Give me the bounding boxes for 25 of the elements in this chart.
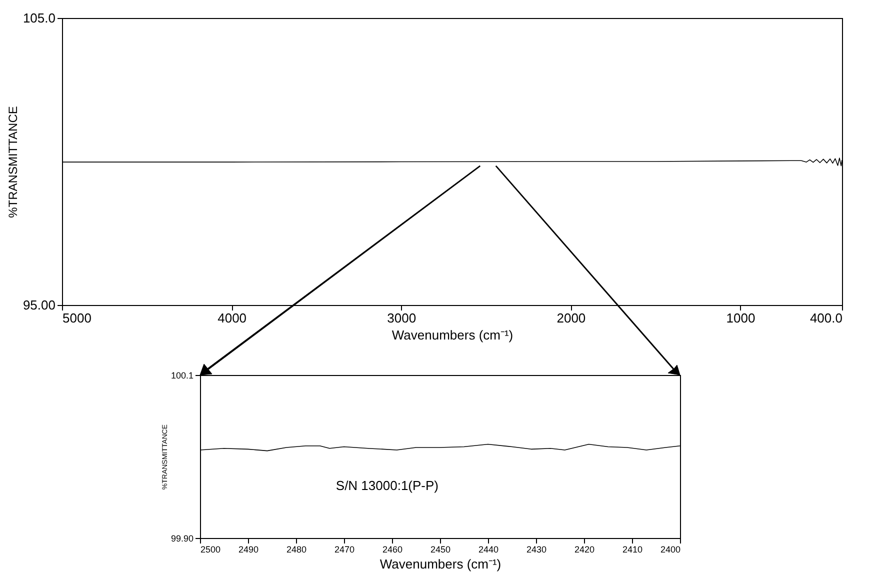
x-tick-label: 5000 [62, 310, 92, 326]
x-tick-label: 400.0 [810, 310, 842, 326]
x-tick-label: 2000 [556, 310, 586, 326]
y-tick-label: 105.0 [22, 10, 56, 26]
x-tick-label: 2480 [286, 544, 307, 554]
x-tick-label: 2490 [238, 544, 259, 554]
x-tick-label: 2420 [574, 544, 595, 554]
x-tick-label: 2410 [622, 544, 643, 554]
x-axis-title: Wavenumbers (cm⁻¹) [380, 556, 502, 572]
x-axis-title: Wavenumbers (cm⁻¹) [392, 328, 514, 342]
y-tick-label: 100.1 [170, 370, 194, 380]
y-tick-label: 99.90 [170, 534, 194, 544]
x-tick-label: 2400 [660, 544, 680, 554]
x-tick-label: 2430 [526, 544, 547, 554]
x-tick-label: 4000 [218, 310, 247, 326]
x-tick-label: 2450 [430, 544, 451, 554]
x-tick-label: 2440 [478, 544, 499, 554]
x-tick-label: 2460 [382, 544, 403, 554]
y-axis-title: %TRANSMITTANCE [6, 106, 20, 218]
x-tick-label: 2500 [200, 544, 221, 554]
y-tick-label: 95.00 [22, 298, 56, 312]
annotation: S/N 13000:1(P-P) [336, 478, 439, 493]
x-tick-label: 2470 [334, 544, 355, 554]
x-tick-label: 3000 [387, 310, 416, 326]
x-tick-label: 1000 [726, 310, 756, 326]
